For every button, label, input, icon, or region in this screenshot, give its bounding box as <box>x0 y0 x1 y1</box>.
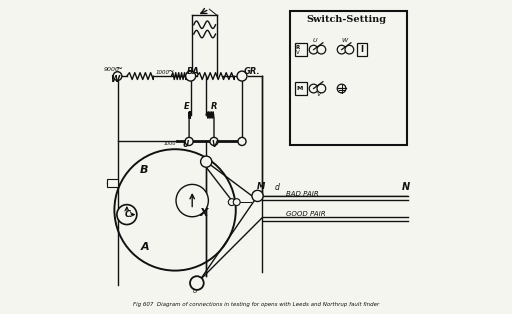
Circle shape <box>233 199 240 206</box>
Text: Switch-Setting: Switch-Setting <box>306 15 387 24</box>
Text: R: R <box>211 102 218 111</box>
Circle shape <box>201 156 212 167</box>
Text: U: U <box>313 39 317 43</box>
Text: 9000: 9000 <box>104 68 120 73</box>
Text: E: E <box>183 102 189 111</box>
Text: W: W <box>341 39 347 43</box>
Text: BAD PAIR: BAD PAIR <box>286 191 318 197</box>
Circle shape <box>252 190 263 202</box>
Text: 1000: 1000 <box>164 142 177 147</box>
Text: N: N <box>402 182 411 192</box>
Circle shape <box>186 71 196 81</box>
Bar <box>106 179 118 187</box>
Text: M: M <box>257 182 265 191</box>
Text: o: o <box>192 288 197 294</box>
Circle shape <box>238 138 246 145</box>
Circle shape <box>185 138 193 145</box>
Circle shape <box>337 84 346 93</box>
Circle shape <box>337 45 346 54</box>
Text: Fig 607  Diagram of connections in testing for opens with Leeds and Northrup fau: Fig 607 Diagram of connections in testin… <box>133 302 379 307</box>
Text: GR.: GR. <box>244 67 260 76</box>
Text: A: A <box>140 242 149 252</box>
Circle shape <box>317 45 326 54</box>
Text: GOOD PAIR: GOOD PAIR <box>286 210 325 217</box>
Circle shape <box>176 184 208 217</box>
Text: ~: ~ <box>115 64 122 73</box>
Text: V: V <box>211 140 218 149</box>
Circle shape <box>210 138 218 145</box>
Text: X: X <box>199 208 208 218</box>
Circle shape <box>237 71 247 81</box>
Text: d: d <box>274 183 280 192</box>
Text: V: V <box>296 50 300 55</box>
Text: BA: BA <box>187 67 200 76</box>
Circle shape <box>309 45 318 54</box>
Circle shape <box>113 72 122 80</box>
Bar <box>290 11 407 144</box>
Circle shape <box>190 276 204 290</box>
Circle shape <box>228 199 235 206</box>
Bar <box>357 43 367 57</box>
Text: C: C <box>124 210 131 219</box>
Circle shape <box>345 45 354 54</box>
Text: 1000: 1000 <box>156 70 170 75</box>
Text: B: B <box>140 165 148 175</box>
Text: V: V <box>316 92 321 97</box>
Text: M: M <box>296 86 303 91</box>
Text: ~: ~ <box>167 67 174 76</box>
Text: I: I <box>360 45 363 54</box>
Bar <box>295 82 307 95</box>
Bar <box>295 43 307 57</box>
Circle shape <box>317 84 326 93</box>
Circle shape <box>309 84 318 93</box>
Circle shape <box>117 205 137 225</box>
Text: W: W <box>111 75 120 84</box>
Text: R: R <box>296 45 300 50</box>
Text: z: z <box>199 285 202 290</box>
Text: U: U <box>183 140 189 149</box>
